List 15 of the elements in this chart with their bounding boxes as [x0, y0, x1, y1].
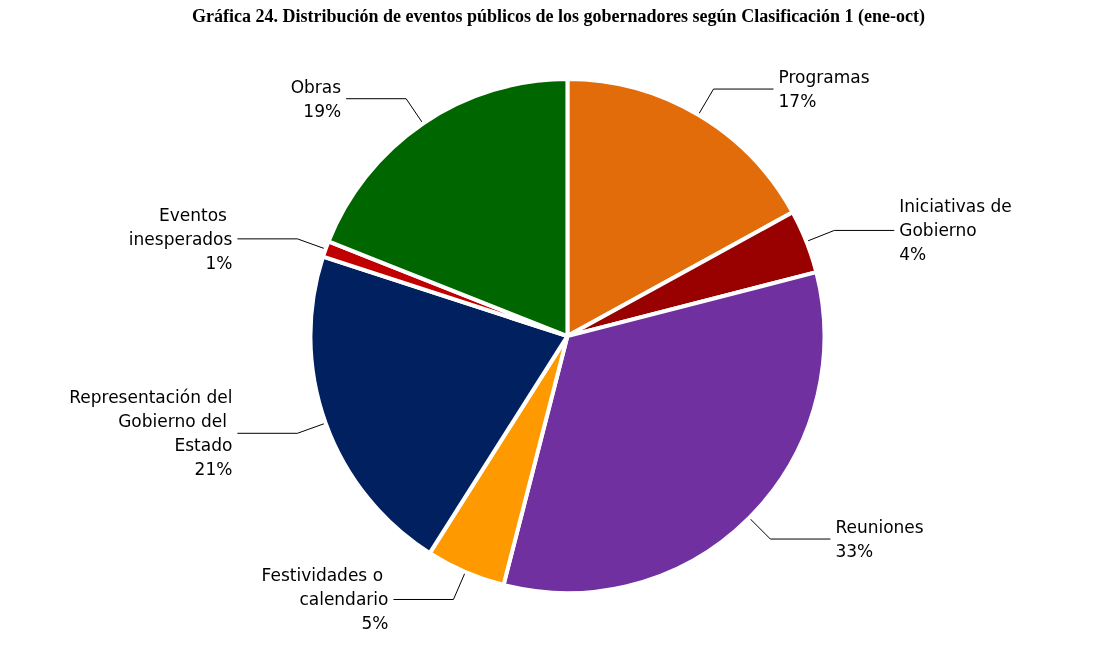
data-label: 1% [205, 252, 233, 273]
slice-label: Iniciativas de Gobierno [899, 196, 1018, 241]
slice-label: Festividades o calendario [261, 565, 389, 610]
slice-label: Eventos inesperados [128, 204, 233, 249]
data-label: 33% [835, 541, 874, 562]
data-label: 4% [899, 244, 927, 265]
slice-label: Programas [778, 67, 870, 88]
slice-label: Reuniones [835, 517, 924, 538]
slice-label: Representación del Gobierno del Estado [69, 387, 233, 456]
chart-title: Gráfica 24. Distribución de eventos públicos de los gobernadores según Clasificación 1 (ene-oct) [191, 6, 926, 27]
data-label: 21% [194, 459, 233, 480]
slice-label: Obras [290, 76, 342, 97]
data-label: 5% [361, 613, 389, 634]
data-label: 17% [778, 91, 817, 112]
data-label: 19% [303, 100, 342, 121]
